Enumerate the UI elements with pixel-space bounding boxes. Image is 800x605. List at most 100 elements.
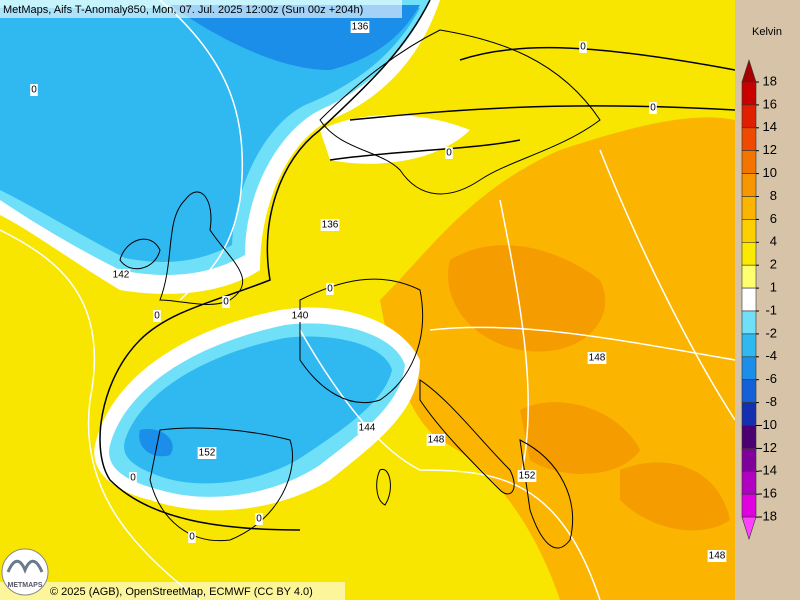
colorbar-bin (741, 379, 757, 403)
contour-label: 136 (322, 220, 339, 231)
colorbar-bin (741, 402, 757, 426)
colorbar-bin (741, 310, 757, 335)
contour-label: 148 (428, 435, 445, 446)
neutral-scandinavia (320, 115, 470, 164)
colorbar-label: -4 (765, 348, 777, 363)
colorbar-bin (741, 81, 757, 106)
colorbar-label: 14 (763, 119, 777, 134)
contour-label-bg (197, 447, 217, 459)
colorbar-bin (741, 196, 757, 220)
contour-label: 144 (359, 423, 376, 434)
map: 136 0 0 0 0 136 142 0 0 140 0 144 148 148 152 152 0 0 0 148 (0, 0, 736, 601)
map-title: MetMaps, Aifs T-Anomaly850, Mon, 07. Jul… (3, 4, 363, 16)
contour-label: 0 (580, 42, 586, 53)
colorbar-label: -8 (765, 394, 777, 409)
contour-labels: 136 0 0 0 0 136 142 0 0 140 0 144 148 148 152 152 0 0 0 148 (30, 21, 727, 562)
colorbar-label: 4 (770, 234, 777, 249)
colorbar-label: 12 (763, 142, 777, 157)
contour-label-bg (153, 310, 161, 322)
contour-label: 140 (292, 311, 309, 322)
isotherm-lines (159, 0, 736, 601)
colorbar-bin (741, 493, 757, 518)
colorbar-label: 8 (770, 188, 777, 203)
coastlines (119, 29, 601, 549)
colorbar-label: -18 (758, 509, 777, 524)
colorbar-bin (741, 287, 757, 312)
credit-bg (0, 582, 345, 600)
colorbar: Kelvin 18 16 14 12 10 8 6 4 2 1 -1 -2 -4 -6 -8 -10 -12 -1… (735, 0, 800, 600)
logo-text: METMAPS (8, 582, 43, 589)
contour-label: 152 (199, 448, 216, 459)
colorbar-bin (741, 264, 757, 289)
colorbar-bin (741, 470, 757, 495)
colorbar-label: 2 (770, 257, 777, 272)
contour-label: 0 (650, 103, 656, 114)
colorbar-bin (741, 219, 757, 243)
zero-contours (99, 0, 736, 531)
contour-label-bg (350, 21, 370, 33)
contour-label: 0 (130, 473, 136, 484)
contour-label: 136 (352, 22, 369, 33)
colorbar-bin (741, 150, 757, 174)
contour-label-bg (707, 550, 727, 562)
contour-label: 0 (256, 514, 262, 525)
contour-label: 0 (223, 297, 229, 308)
colorbar-label: 18 (763, 73, 777, 88)
colorbar-arrow (741, 516, 757, 541)
contour-label: 0 (327, 284, 333, 295)
colorbar-bin (741, 425, 757, 449)
contour-label-bg (649, 102, 657, 114)
colorbar-title: Kelvin (752, 26, 782, 38)
contour-label-bg (517, 470, 537, 482)
colorbar-bin (741, 173, 757, 197)
cool-region (0, 8, 420, 262)
contour-label-bg (255, 513, 263, 525)
contour-label-bg (290, 310, 310, 322)
contour-label-bg (129, 472, 137, 484)
colorbar-label: 10 (763, 165, 777, 180)
contour-label-bg (587, 352, 607, 364)
colorbar-bin (741, 127, 757, 152)
colorbar-bin (741, 104, 757, 129)
contour-label: 148 (709, 551, 726, 562)
colorbar-label: -1 (765, 302, 777, 317)
colorbar-bin (741, 333, 757, 358)
contour-label-bg (111, 269, 131, 281)
colorbar-label: 6 (770, 211, 777, 226)
colorbar-bin (741, 242, 757, 266)
contour-label: 152 (519, 471, 536, 482)
contour-label: 142 (113, 270, 130, 281)
hot-spots (448, 245, 730, 531)
colorbar-bin (741, 356, 757, 380)
contour-label: 0 (31, 85, 37, 96)
colorbar-label: -6 (765, 371, 777, 386)
logo-mark (6, 559, 44, 574)
title-bg (0, 0, 402, 18)
contour-label-bg (320, 219, 340, 231)
contour-label-bg (579, 41, 587, 53)
credit: © 2025 (AGB), OpenStreetMap, ECMWF (CC B… (50, 586, 313, 598)
colorbar-label: 1 (770, 280, 777, 295)
colorbar-label: -16 (758, 486, 777, 501)
colorbar-bin (741, 448, 757, 472)
colorbar-label: -2 (765, 325, 777, 340)
contour-label-bg (326, 283, 334, 295)
colorbar-label: -12 (758, 440, 777, 455)
colorbar-label: -14 (758, 463, 777, 478)
contour-label: 148 (589, 353, 606, 364)
contour-label-bg (188, 531, 196, 543)
colorbar-label: 16 (763, 96, 777, 111)
cool-region-south (124, 336, 393, 484)
logo: METMAPS (1, 548, 49, 596)
contour-label: 0 (446, 148, 452, 159)
contour-label-bg (357, 422, 377, 434)
contour-label: 0 (154, 311, 160, 322)
cold-spot (139, 429, 173, 457)
contour-label-bg (30, 84, 38, 96)
colorbar-label: -10 (758, 417, 777, 432)
contour-label-bg (445, 147, 453, 159)
contour-label: 0 (189, 532, 195, 543)
contour-label-bg (222, 296, 230, 308)
contour-label-bg (426, 434, 446, 446)
